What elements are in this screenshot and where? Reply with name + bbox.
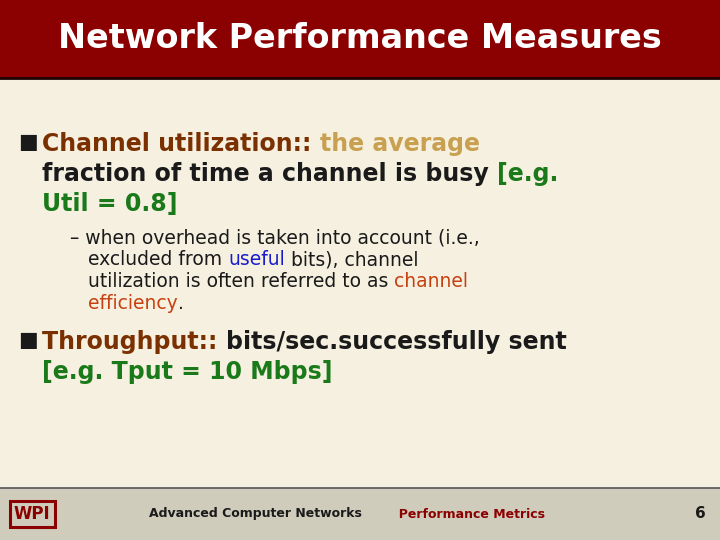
Text: – when overhead is taken into account (i.e.,: – when overhead is taken into account (i…	[70, 228, 480, 247]
Text: ■: ■	[18, 330, 37, 350]
Text: ■: ■	[18, 132, 37, 152]
Text: fraction of time a channel is busy: fraction of time a channel is busy	[42, 162, 497, 186]
Bar	[0, 488, 720, 540]
Text: Throughput::: Throughput::	[42, 330, 225, 354]
Text: Network Performance Measures: Network Performance Measures	[58, 23, 662, 56]
Text: excluded from: excluded from	[88, 250, 228, 269]
Text: [e.g. Tput = 10 Mbps]: [e.g. Tput = 10 Mbps]	[42, 360, 333, 384]
Text: Util = 0.8]: Util = 0.8]	[42, 192, 178, 216]
Text: bits), channel: bits), channel	[285, 250, 418, 269]
Text: WPI: WPI	[14, 505, 50, 523]
Text: Advanced Computer Networks: Advanced Computer Networks	[148, 508, 361, 521]
Text: useful: useful	[228, 250, 285, 269]
Text: Performance Metrics: Performance Metrics	[390, 508, 545, 521]
Text: 6: 6	[695, 507, 706, 522]
Text: bits/sec.successfully sent: bits/sec.successfully sent	[225, 330, 567, 354]
Text: Channel utilization::: Channel utilization::	[42, 132, 320, 156]
Text: the average: the average	[320, 132, 488, 156]
Text: .: .	[178, 294, 184, 313]
Text: [e.g.: [e.g.	[497, 162, 559, 186]
Bar	[0, 0, 720, 78]
Text: efficiency: efficiency	[88, 294, 178, 313]
Text: channel: channel	[395, 272, 469, 291]
Text: utilization is often referred to as: utilization is often referred to as	[88, 272, 395, 291]
